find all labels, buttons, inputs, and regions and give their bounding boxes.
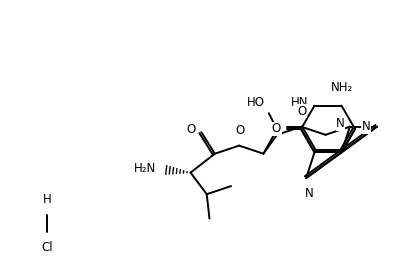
Text: HO: HO [246,96,264,109]
Text: O: O [271,122,280,135]
Text: H: H [43,193,51,206]
Text: NH₂: NH₂ [330,81,353,94]
Text: H₂N: H₂N [134,162,156,175]
Text: HN: HN [290,96,308,109]
Text: Cl: Cl [41,241,53,254]
Text: N: N [335,117,344,130]
Text: N: N [361,120,370,134]
Text: N: N [304,187,313,200]
Text: O: O [186,123,195,136]
Text: O: O [235,124,244,137]
Text: O: O [297,105,306,118]
